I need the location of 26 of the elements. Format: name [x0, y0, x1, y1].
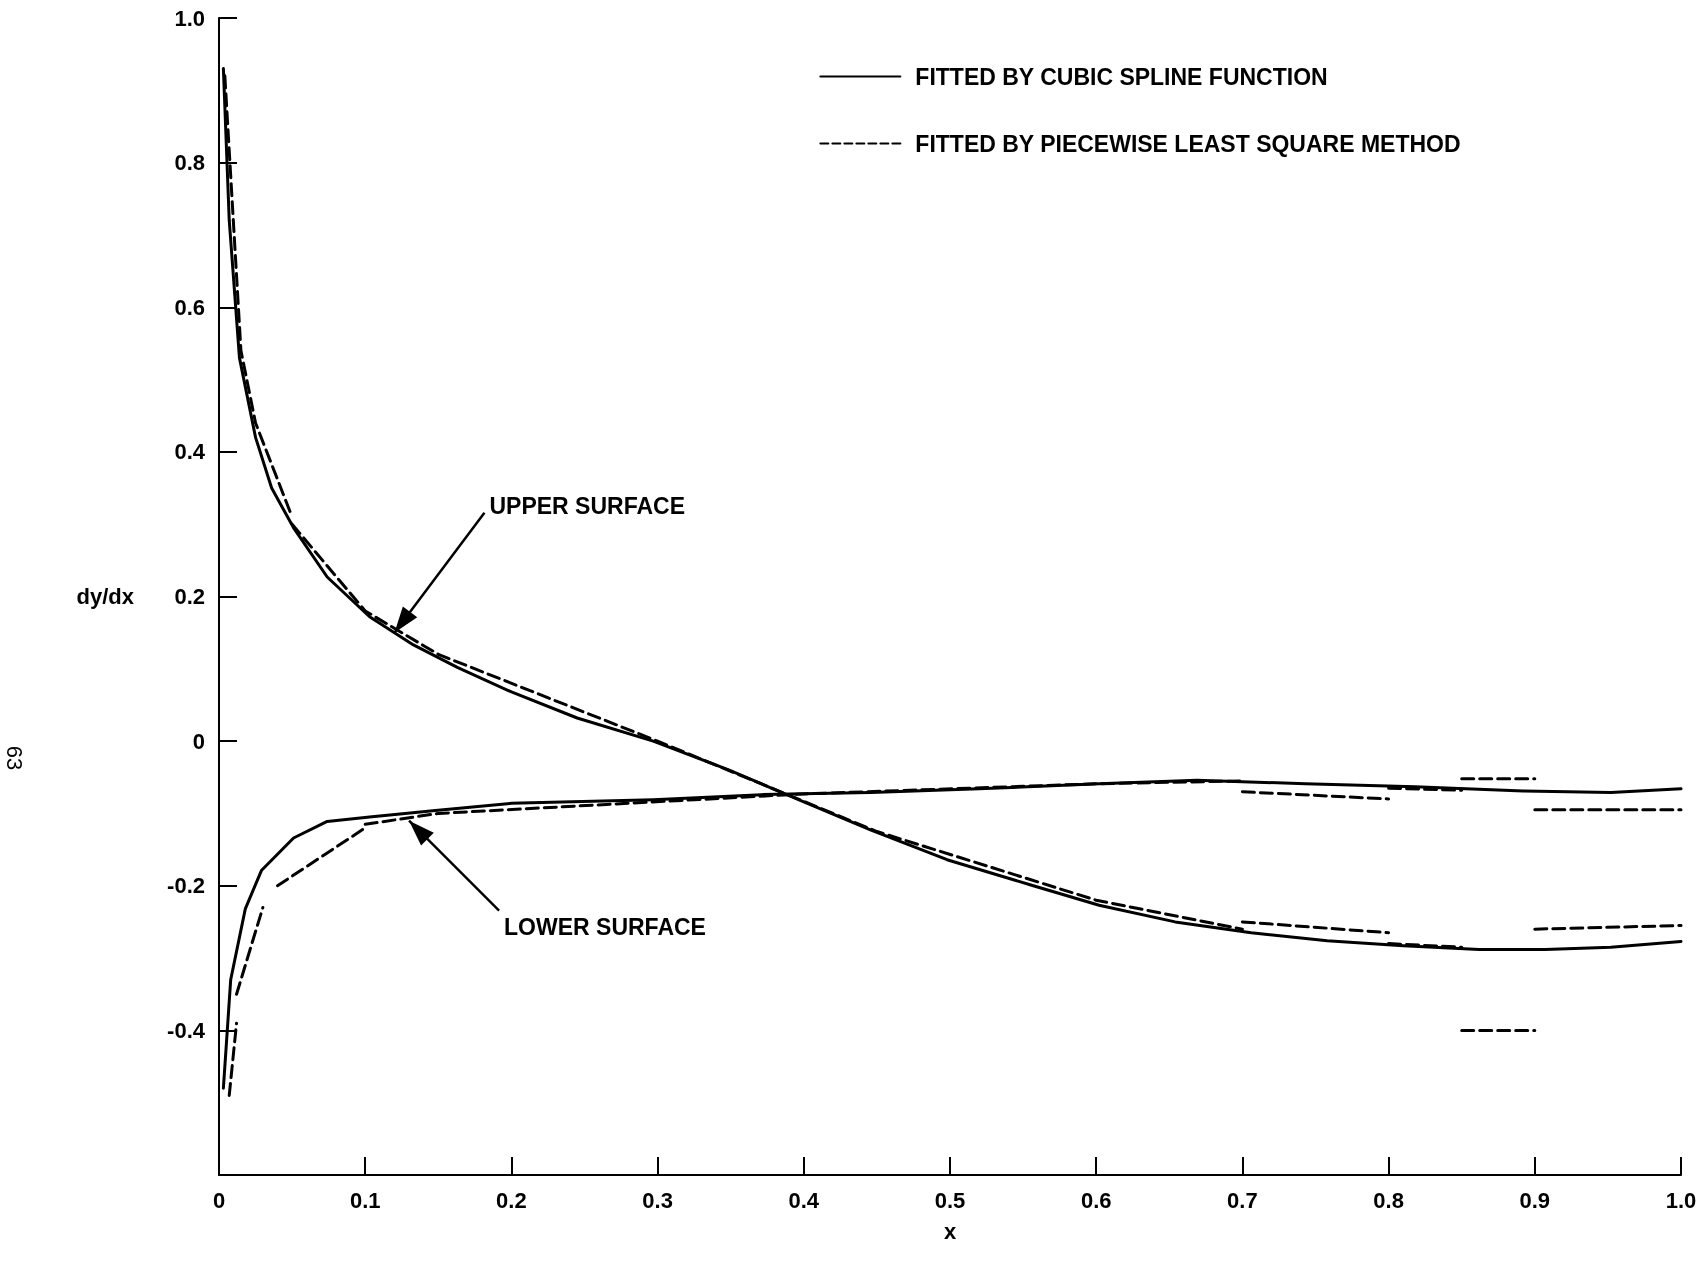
y-tick-label: 1.0: [174, 5, 205, 31]
annotation: LOWER SURFACE: [504, 914, 706, 941]
y-axis-title: dy/dx: [76, 584, 135, 609]
y-tick-label: -0.2: [167, 873, 205, 899]
x-axis-title: x: [943, 1218, 957, 1244]
y-tick-label: 0.8: [174, 150, 205, 176]
x-tick-label: 0.4: [788, 1187, 820, 1213]
x-tick-label: 0.3: [642, 1187, 673, 1213]
legend-label: FITTED BY CUBIC SPLINE FUNCTION: [915, 63, 1328, 90]
x-tick-label: 0.7: [1227, 1187, 1258, 1213]
x-tick-label: 0.2: [496, 1187, 527, 1213]
y-tick-label: 0.4: [174, 439, 206, 465]
y-tick-label: 0: [192, 728, 205, 754]
x-tick-label: 1.0: [1665, 1187, 1697, 1213]
text: 63: [1, 745, 28, 771]
x-tick-label: 0.8: [1373, 1187, 1404, 1213]
x-tick-label: 0.5: [934, 1187, 966, 1213]
x-tick-label: 0.9: [1519, 1187, 1551, 1213]
annotation: UPPER SURFACE: [489, 493, 685, 520]
legend-label: FITTED BY PIECEWISE LEAST SQUARE METHOD: [915, 130, 1461, 157]
x-tick-label: 0.6: [1080, 1187, 1112, 1213]
y-tick-label: -0.4: [167, 1017, 206, 1043]
x-tick-label: 0: [212, 1187, 226, 1213]
x-tick-label: 0.1: [349, 1187, 381, 1213]
y-tick-label: 0.6: [174, 294, 205, 320]
y-tick-label: 0.2: [174, 584, 205, 609]
